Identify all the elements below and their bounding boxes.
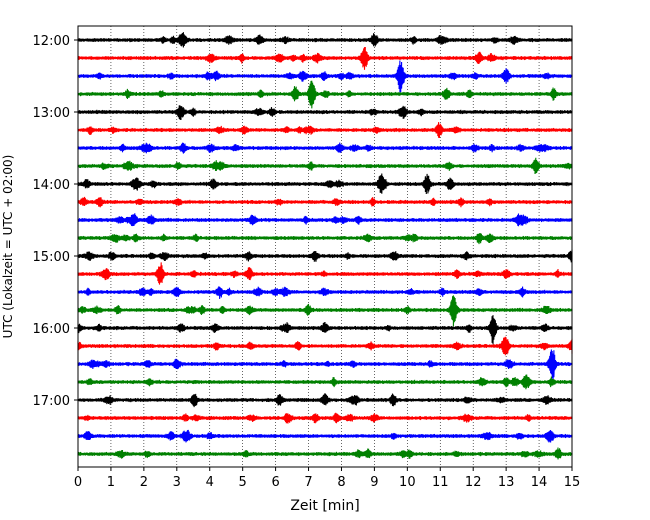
x-tick-label: 2 [140, 475, 148, 490]
y-axis-label: UTC (Lokalzeit = UTC + 02:00) [1, 155, 15, 339]
y-tick-label: 15:00 [33, 250, 70, 265]
y-tick-label: 17:00 [33, 394, 70, 409]
x-tick-label: 12 [465, 475, 482, 490]
x-tick-label: 6 [271, 475, 279, 490]
x-axis-ticks: 0 1 2 3 4 5 6 7 8 9 10 11 12 13 14 15 [74, 467, 580, 490]
plot-frame [77, 25, 573, 468]
x-tick-label: 14 [531, 475, 548, 490]
x-tick-label: 7 [304, 475, 312, 490]
x-tick-label: 1 [107, 475, 115, 490]
y-tick-label: 12:00 [33, 34, 70, 49]
x-axis-label: Zeit [min] [290, 498, 359, 514]
y-tick-label: 13:00 [33, 106, 70, 121]
x-tick-label: 11 [432, 475, 449, 490]
y-axis-ticks: 12:00 13:00 14:00 15:00 16:00 17:00 [33, 34, 78, 409]
y-tick-label: 14:00 [33, 178, 70, 193]
x-tick-label: 8 [337, 475, 345, 490]
seismogram-traces [77, 32, 573, 460]
y-tick-label: 16:00 [33, 322, 70, 337]
x-tick-label: 9 [370, 475, 378, 490]
x-tick-label: 3 [173, 475, 181, 490]
x-tick-label: 5 [239, 475, 247, 490]
x-tick-label: 4 [206, 475, 214, 490]
trace-1700 [77, 393, 573, 408]
x-tick-label: 10 [399, 475, 416, 490]
x-tick-label: 0 [74, 475, 82, 490]
x-tick-label: 13 [498, 475, 515, 490]
x-tick-label: 15 [564, 475, 581, 490]
